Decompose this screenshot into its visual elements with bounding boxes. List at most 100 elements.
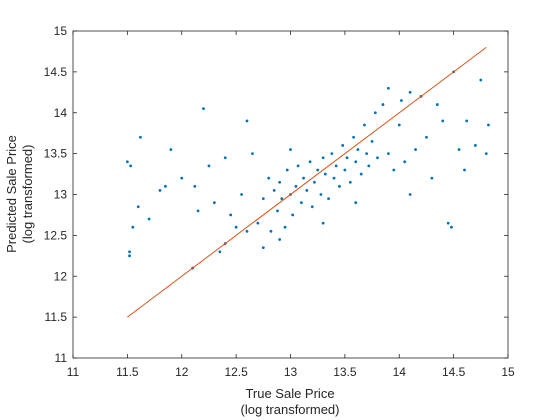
x-tick-label: 13 [284, 365, 298, 379]
scatter-point [319, 193, 323, 196]
y-axis-label-line2: (log transformed) [20, 145, 35, 244]
scatter-point [299, 201, 303, 205]
scatter-point [212, 201, 216, 205]
scatter-point [450, 225, 453, 229]
scatter-point [302, 176, 305, 180]
scatter-point [280, 197, 284, 200]
scatter-point [313, 180, 316, 184]
scatter-point [354, 160, 358, 164]
scatter-point [370, 139, 374, 143]
y-tick-label: 12.5 [44, 228, 68, 242]
plot-area [72, 30, 509, 359]
x-tick-label: 15 [501, 365, 515, 379]
scatter-point [392, 168, 396, 172]
y-tick-label: 15 [54, 24, 68, 38]
scatter-point [408, 193, 412, 196]
scatter-point [386, 86, 390, 90]
scatter-point [345, 156, 349, 160]
scatter-point [400, 99, 403, 102]
scatter-point [245, 119, 249, 123]
scatter-point [359, 172, 363, 176]
y-tick-label: 12 [54, 269, 68, 283]
scatter-point [479, 78, 483, 82]
scatter-point [291, 213, 295, 217]
scatter-point [285, 168, 289, 172]
scatter-point [234, 225, 238, 229]
scatter-point [356, 148, 360, 151]
scatter-point [158, 189, 162, 192]
scatter-point [365, 152, 369, 156]
scatter-point [164, 184, 167, 188]
scatter-point [193, 184, 197, 188]
scatter-point [408, 90, 412, 94]
y-tick-label: 14 [54, 106, 68, 120]
scatter-point [397, 123, 401, 127]
scatter-point [269, 229, 273, 233]
scatter-point [316, 168, 320, 172]
scatter-point [425, 135, 428, 139]
scatter-point [139, 135, 142, 139]
scatter-point [381, 103, 385, 106]
scatter-point [276, 209, 279, 213]
scatter-point [352, 135, 355, 139]
scatter-point [283, 225, 287, 229]
scatter-point [261, 197, 265, 200]
scatter-point [446, 221, 450, 225]
y-tick-label: 14.5 [44, 65, 68, 79]
scatter-point [430, 176, 434, 180]
scatter-point [202, 107, 205, 111]
scatter-point [128, 254, 131, 258]
scatter-point [473, 144, 477, 147]
scatter-point [245, 229, 249, 233]
y-axis-ticks: 11 11.5 12 12.5 13 13.5 14 14.5 15 [44, 24, 508, 365]
scatter-point [441, 119, 445, 123]
scatter-point [278, 238, 282, 241]
scatter-point [321, 156, 325, 160]
scatter-point [278, 180, 282, 184]
y-tick-label: 11.5 [45, 310, 68, 324]
scatter-point [207, 164, 211, 168]
scatter-point [308, 160, 312, 164]
scatter-point [131, 225, 135, 229]
x-tick-label: 11 [67, 365, 80, 379]
y-axis-label-line1: Predicted Sale Price [4, 135, 19, 253]
scatter-point [403, 160, 407, 164]
y-tick-label: 13 [54, 188, 68, 202]
scatter-point [240, 193, 243, 196]
scatter-point [457, 148, 461, 151]
scatter-point [414, 148, 417, 151]
x-tick-label: 12 [175, 365, 189, 379]
scatter-point [376, 156, 379, 160]
scatter-point [169, 148, 173, 151]
y-tick-label: 13.5 [44, 147, 68, 161]
scatter-point [484, 152, 488, 156]
scatter-point [289, 148, 292, 151]
scatter-point [296, 164, 300, 168]
scatter-point [129, 164, 133, 168]
scatter-point [373, 111, 377, 115]
x-tick-label: 14 [393, 365, 407, 379]
scatter-point [147, 217, 151, 221]
scatter-point [294, 184, 298, 188]
x-axis-ticks: 11 11.5 12 12.5 13 13.5 14 14.5 15 [67, 31, 515, 379]
data-points [125, 70, 490, 270]
scatter-point [338, 184, 341, 188]
scatter-point [487, 123, 490, 127]
reference-line [127, 46, 487, 318]
scatter-point [196, 209, 200, 213]
scatter-point [136, 205, 140, 209]
scatter-point [367, 164, 371, 168]
scatter-point [334, 164, 338, 168]
scatter-point [261, 246, 265, 250]
scatter-point [330, 152, 334, 156]
y-tick-label: 11 [55, 351, 68, 365]
scatter-point [343, 168, 347, 172]
x-axis-label-line2: (log transformed) [241, 402, 340, 417]
scatter-point [463, 168, 466, 172]
scatter-point [386, 152, 390, 156]
scatter-point [323, 172, 327, 176]
scatter-point [251, 152, 254, 156]
scatter-point [256, 221, 260, 225]
scatter-point [180, 176, 184, 180]
